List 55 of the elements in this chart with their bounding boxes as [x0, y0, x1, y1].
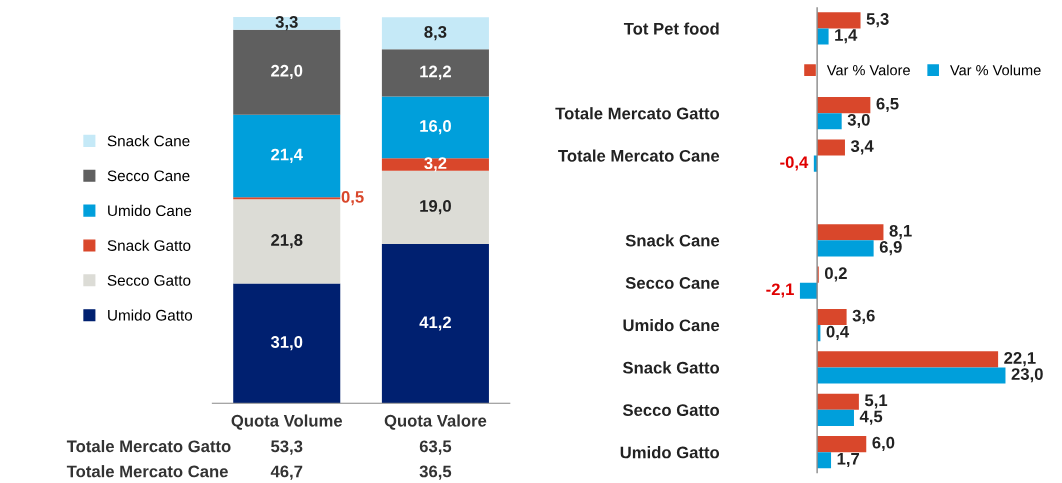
- data-label: 23,0: [1011, 368, 1043, 383]
- data-label: 22,0: [271, 64, 303, 80]
- data-label: -2,1: [766, 283, 794, 298]
- legend-label: Var % Valore: [826, 64, 910, 76]
- legend-label: Secco Gatto: [107, 275, 191, 286]
- legend-label: Secco Cane: [107, 170, 190, 182]
- data-label: 6,9: [879, 241, 902, 256]
- legend-label: Var % Volume: [950, 64, 1041, 76]
- data-label: 0,2: [824, 267, 847, 282]
- data-label: 19,0: [420, 200, 451, 215]
- data-label: 5,1: [864, 394, 888, 409]
- text: 53,3: [271, 440, 303, 455]
- y-tick-label: Umido Gatto: [620, 446, 720, 459]
- legend-label: Umido Cane: [108, 204, 192, 217]
- y-tick-label: Snack Gatto: [622, 361, 720, 374]
- y-tick-label: Umido Cane: [623, 319, 720, 332]
- text: Totale Mercato Cane: [66, 465, 228, 478]
- data-label: 5,3: [866, 13, 889, 28]
- y-tick-label: Secco Cane: [625, 277, 720, 289]
- y-tick-label: Snack Cane: [625, 234, 720, 247]
- y-tick-label: Secco Gatto: [622, 404, 720, 416]
- text: 63,5: [419, 440, 452, 455]
- data-label: 41,2: [419, 316, 451, 331]
- x-tick-label: Quota Valore: [384, 414, 487, 430]
- legend-label: Snack Gatto: [107, 239, 191, 251]
- data-label: 4,5: [859, 410, 883, 425]
- y-tick-label: Totale Mercato Gatto: [555, 107, 720, 120]
- data-label: 3,3: [275, 15, 298, 31]
- y-tick-label: Totale Mercato Cane: [558, 149, 720, 162]
- data-label: -0,4: [780, 156, 809, 171]
- data-label: 16,0: [420, 120, 451, 135]
- data-label: 8,3: [424, 26, 447, 41]
- data-label: 3,6: [852, 309, 875, 324]
- legend-label: Snack Cane: [107, 135, 190, 147]
- data-label: 21,8: [271, 234, 303, 249]
- data-label: 1,7: [837, 453, 860, 468]
- text: 36,5: [419, 465, 452, 480]
- data-label: 6,0: [872, 436, 895, 451]
- data-label: 22,1: [1004, 352, 1036, 367]
- data-label: 0,4: [826, 325, 850, 340]
- data-label: 3,0: [847, 113, 870, 129]
- data-label: 0,5: [341, 190, 364, 206]
- data-label: 31,0: [270, 336, 303, 351]
- y-tick-label: Tot Pet food: [623, 22, 719, 35]
- data-label: 1,4: [835, 29, 858, 44]
- data-label: 12,2: [420, 65, 451, 80]
- data-label: 3,4: [850, 140, 874, 155]
- data-label: 6,5: [876, 97, 899, 113]
- text: Totale Mercato Gatto: [66, 439, 231, 453]
- data-label: 3,2: [424, 157, 447, 172]
- x-tick-label: Quota Volume: [231, 414, 343, 430]
- legend-label: Umido Gatto: [108, 309, 193, 321]
- text: 46,7: [270, 465, 303, 480]
- data-label: 21,4: [271, 148, 303, 163]
- data-label: 8,1: [889, 224, 912, 240]
